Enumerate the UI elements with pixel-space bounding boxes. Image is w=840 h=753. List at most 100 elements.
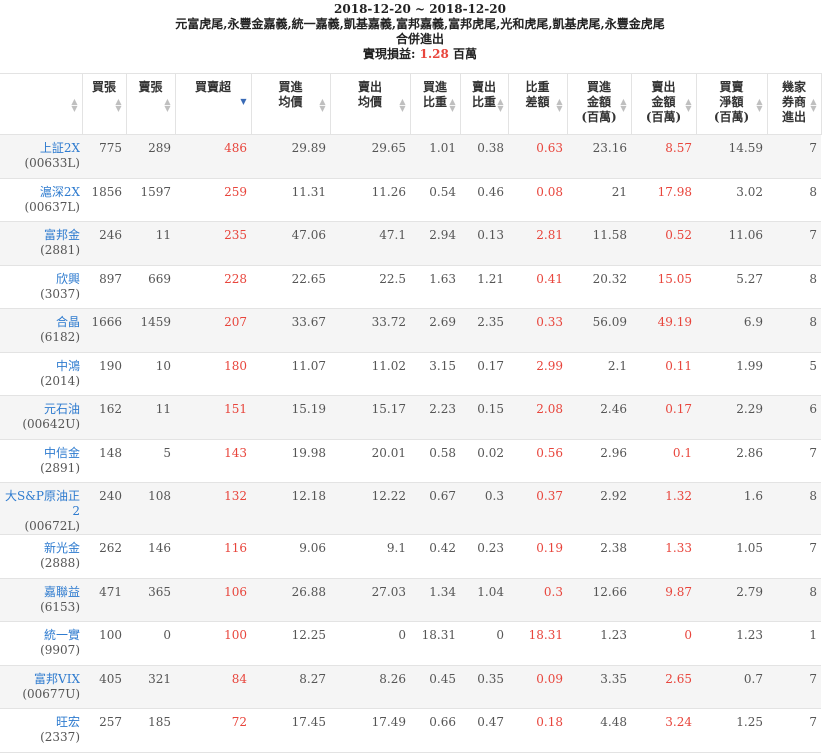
stock-cell[interactable]: 大S&P原油正2 (00672L): [0, 482, 82, 535]
table-row[interactable]: 富邦VIX (00677U) 405 321 84 8.27 8.26 0.45 0.35 0.0…: [0, 665, 821, 709]
stock-cell[interactable]: 合晶 (6182): [0, 308, 82, 353]
table-row[interactable]: 合晶 (6182) 1666 1459 207 33.67 33.72 2.69 2.35 0.3…: [0, 308, 821, 353]
column-header-buy-weight[interactable]: 買進 比重 ▲ ▼: [410, 73, 461, 135]
cell-net-amt: 2.79: [696, 578, 767, 622]
stock-name-link[interactable]: 上証2X: [39, 141, 80, 155]
stock-name-link[interactable]: 中信金: [43, 445, 80, 460]
sort-icon[interactable]: ▲ ▼: [810, 96, 817, 113]
column-header-label: 買賣超: [194, 80, 231, 94]
sort-icon[interactable]: ▲ ▼: [319, 96, 326, 113]
column-header-buy-lots[interactable]: 買張 ▲ ▼: [82, 73, 127, 135]
cell-buy: 246: [82, 221, 126, 266]
sort-icon[interactable]: ▲ ▼: [620, 96, 627, 113]
column-header-label: 進出: [781, 110, 806, 124]
report-header: 2018-12-20 ~ 2018-12-20 元富虎尾,永豐金嘉義,統一嘉義,…: [0, 0, 840, 62]
stock-cell[interactable]: 富邦金 (2881): [0, 221, 82, 266]
column-header-net-amount[interactable]: 買賣 淨額 (百萬) ▲ ▼: [696, 73, 768, 135]
cell-brokers: 6: [767, 395, 821, 440]
column-header-net-lots[interactable]: 買賣超 ▼: [175, 73, 252, 135]
stock-cell[interactable]: 上証2X (00633L): [0, 134, 82, 179]
sort-icon[interactable]: ▲ ▼: [164, 96, 171, 113]
cell-brokers: 7: [767, 221, 821, 266]
table-row[interactable]: 中信金 (2891) 148 5 143 19.98 20.01 0.58 0.02 0.56 2.…: [0, 439, 821, 483]
stock-name-link[interactable]: 大S&P原油正2: [5, 489, 80, 518]
cell-sell-w: 0.38: [460, 134, 508, 179]
cell-sell: 1459: [126, 308, 175, 353]
stock-code: (6182): [40, 330, 80, 344]
stock-name-link[interactable]: 中鴻: [55, 358, 80, 373]
table-row[interactable]: 中鴻 (2014) 190 10 180 11.07 11.02 3.15 0.17 2.99 2.…: [0, 352, 821, 396]
stock-name-link[interactable]: 元石油: [43, 402, 80, 416]
cell-net-amt: 1.25: [696, 708, 767, 753]
stock-name-link[interactable]: 嘉聯益: [43, 584, 80, 599]
table-row[interactable]: 統一實 (9907) 100 0 100 12.25 0 18.31 0 18.31 1.23 0 1.…: [0, 621, 821, 666]
stock-name-link[interactable]: 滬深2X: [39, 184, 80, 199]
cell-sell-avg: 47.1: [330, 221, 410, 266]
cell-buy-avg: 26.88: [251, 578, 330, 622]
stock-cell[interactable]: 元石油 (00642U): [0, 395, 82, 440]
table-row[interactable]: 滬深2X (00637L) 1856 1597 259 11.31 11.26 0.54 0.4…: [0, 178, 821, 222]
table-row[interactable]: 元石油 (00642U) 162 11 151 15.19 15.17 2.23 0.15 2.0…: [0, 395, 821, 440]
table-row[interactable]: 欣興 (3037) 897 669 228 22.65 22.5 1.63 1.21 0.41 20…: [0, 265, 821, 309]
column-header-sell-avg[interactable]: 賣出 均價 ▲ ▼: [330, 73, 411, 135]
column-header-label: (百萬): [581, 110, 617, 124]
table-row[interactable]: 大S&P原油正2 (00672L) 240 108 132 12.18 12.22 0.67 0…: [0, 482, 821, 535]
sort-icon[interactable]: ▲ ▼: [399, 96, 406, 113]
cell-buy-amt: 2.92: [567, 482, 631, 535]
sort-icon[interactable]: ▲ ▼: [756, 96, 763, 113]
column-header-sell-lots[interactable]: 賣張 ▲ ▼: [126, 73, 176, 135]
stock-name-link[interactable]: 富邦金: [43, 228, 80, 242]
table-row[interactable]: 上証2X (00633L) 775 289 486 29.89 29.65 1.01 0.38 0…: [0, 134, 821, 179]
cell-buy-w: 2.69: [410, 308, 460, 353]
stock-code: (2891): [40, 460, 80, 475]
stock-cell[interactable]: 新光金 (2888): [0, 534, 82, 579]
sort-icon[interactable]: ▲ ▼: [115, 96, 122, 113]
column-header-sell-weight[interactable]: 賣出 比重 ▲ ▼: [460, 73, 509, 135]
cell-sell-avg: 20.01: [330, 439, 410, 483]
cell-sell: 0: [126, 621, 175, 666]
cell-net: 228: [175, 265, 251, 309]
cell-sell: 11: [126, 221, 175, 266]
stock-code: (00633L): [24, 156, 80, 170]
sort-icon[interactable]: ▲ ▼: [685, 96, 692, 113]
stock-cell[interactable]: 統一實 (9907): [0, 621, 82, 666]
cell-sell-w: 2.35: [460, 308, 508, 353]
sort-icon[interactable]: ▲ ▼: [71, 96, 78, 113]
sort-icon[interactable]: ▲ ▼: [449, 96, 456, 113]
cell-net: 207: [175, 308, 251, 353]
column-header-label: 買張: [91, 80, 116, 94]
table-row[interactable]: 嘉聯益 (6153) 471 365 106 26.88 27.03 1.34 1.04 0.3 1…: [0, 578, 821, 622]
column-header-broker-count[interactable]: 幾家 券商 進出 ▲ ▼: [767, 73, 822, 135]
stock-cell[interactable]: 嘉聯益 (6153): [0, 578, 82, 622]
stock-name-link[interactable]: 欣興: [55, 271, 80, 286]
table-row[interactable]: 富邦金 (2881) 246 11 235 47.06 47.1 2.94 0.13 2.81 11…: [0, 221, 821, 266]
column-header-weight-diff[interactable]: 比重 差額 ▲ ▼: [508, 73, 568, 135]
column-header-sell-amount[interactable]: 賣出 金額 (百萬) ▲ ▼: [631, 73, 697, 135]
cell-sell-w: 0.35: [460, 665, 508, 709]
table-row[interactable]: 新光金 (2888) 262 146 116 9.06 9.1 0.42 0.23 0.19 2.3…: [0, 534, 821, 579]
stock-cell[interactable]: 中鴻 (2014): [0, 352, 82, 396]
column-header-buy-amount[interactable]: 買進 金額 (百萬) ▲ ▼: [567, 73, 632, 135]
column-header-label: 買賣: [719, 80, 744, 94]
stock-cell[interactable]: 滬深2X (00637L): [0, 178, 82, 222]
column-header-label: 金額: [651, 95, 676, 109]
sort-icon[interactable]: ▲ ▼: [556, 96, 563, 113]
cell-net: 84: [175, 665, 251, 709]
column-header-buy-avg[interactable]: 買進 均價 ▲ ▼: [251, 73, 331, 135]
cell-buy-avg: 12.18: [251, 482, 330, 535]
stock-cell[interactable]: 富邦VIX (00677U): [0, 665, 82, 709]
sort-icon[interactable]: ▲ ▼: [497, 96, 504, 113]
stock-name-link[interactable]: 新光金: [43, 541, 80, 555]
stock-cell[interactable]: 欣興 (3037): [0, 265, 82, 309]
stock-name-link[interactable]: 旺宏: [55, 715, 80, 729]
table-row[interactable]: 旺宏 (2337) 257 185 72 17.45 17.49 0.66 0.47 0.18 4.…: [0, 708, 821, 753]
cell-buy: 262: [82, 534, 126, 579]
stock-cell[interactable]: 中信金 (2891): [0, 439, 82, 483]
cell-sell: 5: [126, 439, 175, 483]
column-header-stock[interactable]: ▲ ▼: [0, 73, 83, 135]
stock-name-link[interactable]: 統一實: [43, 628, 80, 642]
stock-name-link[interactable]: 富邦VIX: [34, 671, 80, 686]
stock-cell[interactable]: 旺宏 (2337): [0, 708, 82, 753]
sort-desc-icon[interactable]: ▼: [240, 96, 247, 106]
stock-name-link[interactable]: 合晶: [55, 315, 80, 329]
